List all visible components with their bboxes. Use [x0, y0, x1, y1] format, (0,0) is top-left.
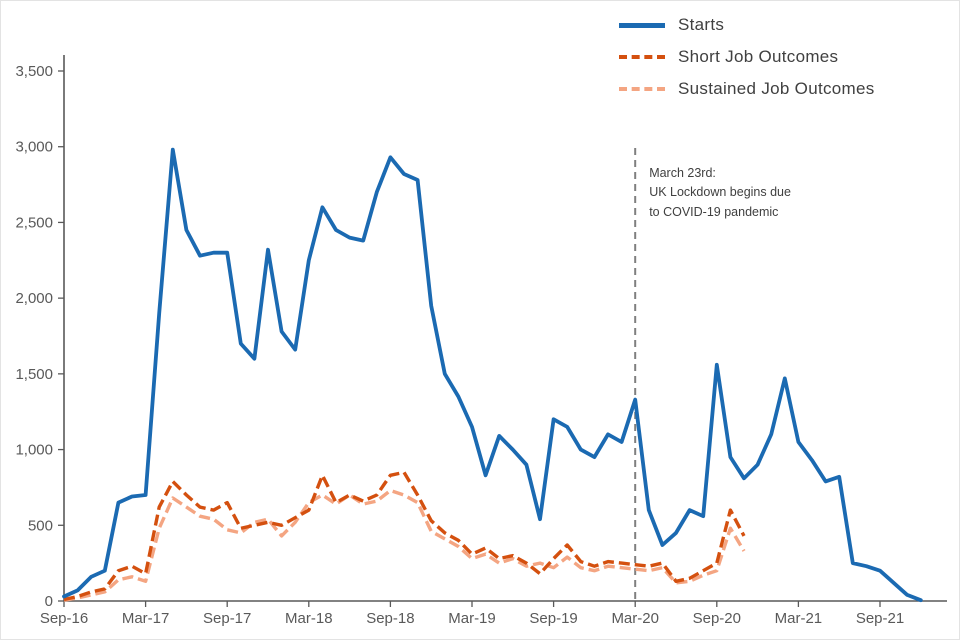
x-tick-label: Mar-17 [122, 610, 170, 627]
x-tick-label: Mar-20 [611, 610, 659, 627]
legend-swatch-short-job-outcomes [619, 55, 665, 59]
annotation-line-1: March 23rd: [649, 166, 716, 180]
y-tick-label: 500 [28, 517, 53, 534]
y-tick-label: 1,500 [15, 366, 53, 383]
lockdown-annotation: March 23rd: UK Lockdown begins due to CO… [649, 164, 791, 222]
annotation-line-3: to COVID-19 pandemic [649, 204, 779, 219]
legend-swatch-starts [619, 22, 665, 28]
x-tick-label: Sep-19 [529, 610, 577, 627]
series-line-sustained-job-outcomes [63, 488, 746, 602]
y-tick-label: 0 [45, 593, 53, 610]
x-tick-label: Sep-16 [40, 610, 88, 627]
x-tick-label: Sep-17 [203, 610, 251, 627]
x-tick-label: Mar-21 [775, 610, 823, 627]
x-tick-label: Mar-19 [448, 610, 496, 627]
legend-swatch-sustained-job-outcomes [619, 87, 665, 91]
legend-label-sustained-job-outcomes: Sustained Job Outcomes [678, 79, 875, 98]
legend-label-short-job-outcomes: Short Job Outcomes [678, 47, 839, 66]
y-tick-label: 3,000 [15, 139, 53, 156]
annotation-line-2: UK Lockdown begins due [649, 185, 791, 200]
y-tick-label: 1,000 [15, 442, 53, 459]
x-tick-label: Sep-21 [856, 610, 904, 627]
legend-label-starts: Starts [678, 15, 725, 34]
y-tick-label: 3,500 [15, 63, 53, 80]
series-line-starts [62, 147, 923, 603]
y-tick-label: 2,000 [15, 290, 53, 307]
chart-legend: Starts Short Job Outcomes Sustained Job … [619, 15, 875, 99]
x-tick-label: Mar-18 [285, 610, 333, 627]
series-line-short-job-outcomes [63, 470, 746, 602]
y-tick-label: 2,500 [15, 214, 53, 231]
legend-item-sustained-job-outcomes: Sustained Job Outcomes [619, 79, 875, 99]
x-tick-label: Sep-18 [366, 610, 414, 627]
legend-item-starts: Starts [619, 15, 875, 35]
x-tick-label: Sep-20 [693, 610, 741, 627]
legend-item-short-job-outcomes: Short Job Outcomes [619, 47, 875, 67]
